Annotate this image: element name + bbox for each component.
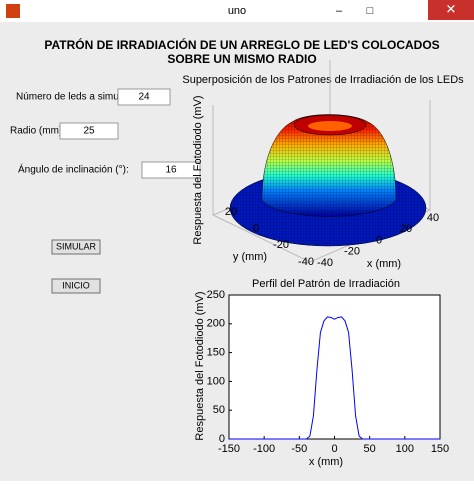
x-tick-label: -20 — [344, 246, 360, 258]
maximize-button[interactable]: □ — [367, 5, 374, 17]
x-axis-label: x (mm) — [367, 258, 401, 270]
x-tick-label: 20 — [400, 223, 412, 235]
x-tick-label: -50 — [291, 443, 307, 455]
text-input[interactable] — [59, 122, 119, 140]
field-label: Número de leds a simular: — [16, 92, 133, 103]
header-title: SOBRE UN MISMO RADIO — [167, 52, 316, 66]
input-value: 16 — [165, 165, 177, 176]
x-tick-label: -150 — [218, 443, 240, 455]
y-tick-label: 200 — [207, 318, 225, 330]
field-label: Ángulo de inclinación (°): — [18, 163, 129, 176]
y-tick-label: -40 — [298, 256, 314, 268]
x-tick-label: 100 — [396, 443, 414, 455]
y-tick-label: 20 — [225, 206, 237, 218]
y-axis-label: Respuesta del Fotodiodo (mV) — [194, 291, 206, 440]
profile-line — [229, 316, 440, 440]
app-icon — [6, 4, 20, 18]
input-value: 24 — [138, 92, 150, 103]
y-tick-label: 50 — [213, 404, 225, 416]
y-axis-label: y (mm) — [233, 251, 267, 263]
x-tick-label: 150 — [431, 443, 449, 455]
x-tick-label: 50 — [364, 443, 376, 455]
x-tick-label: 0 — [331, 443, 337, 455]
window-title: uno — [228, 5, 246, 17]
button-label: SIMULAR — [56, 241, 97, 251]
minimize-button[interactable]: – — [336, 5, 343, 17]
x-tick-label: 0 — [376, 234, 382, 246]
plot-title: Superposición de los Patrones de Irradia… — [182, 74, 464, 86]
button[interactable] — [51, 239, 101, 255]
surface — [229, 114, 427, 247]
header-title: PATRÓN DE IRRADIACIÓN DE UN ARREGLO DE L… — [44, 37, 439, 52]
x-tick-label: -100 — [253, 443, 275, 455]
z-axis-label: Respuesta del Fotodiodo (mV) — [192, 95, 204, 244]
button[interactable] — [51, 278, 101, 294]
y-tick-label: 100 — [207, 375, 225, 387]
y-tick-label: 150 — [207, 347, 225, 359]
plot-area — [228, 294, 441, 440]
close-button[interactable] — [428, 0, 474, 20]
plot-title: Perfil del Patrón de Irradiación — [252, 278, 400, 290]
text-input[interactable] — [141, 161, 201, 179]
field-label: Radio (mm): — [10, 126, 65, 137]
close-icon: ✕ — [446, 1, 457, 16]
input-value: 25 — [83, 126, 95, 137]
button-label: INICIO — [62, 280, 90, 290]
y-tick-label: 0 — [219, 433, 225, 445]
y-tick-label: 250 — [207, 289, 225, 301]
title-bar — [0, 0, 474, 22]
x-axis-label: x (mm) — [309, 456, 343, 468]
x-tick-label: 40 — [427, 212, 439, 224]
y-tick-label: 0 — [253, 223, 259, 235]
x-tick-label: -40 — [317, 257, 333, 269]
text-input[interactable] — [117, 88, 171, 106]
y-tick-label: -20 — [273, 239, 289, 251]
